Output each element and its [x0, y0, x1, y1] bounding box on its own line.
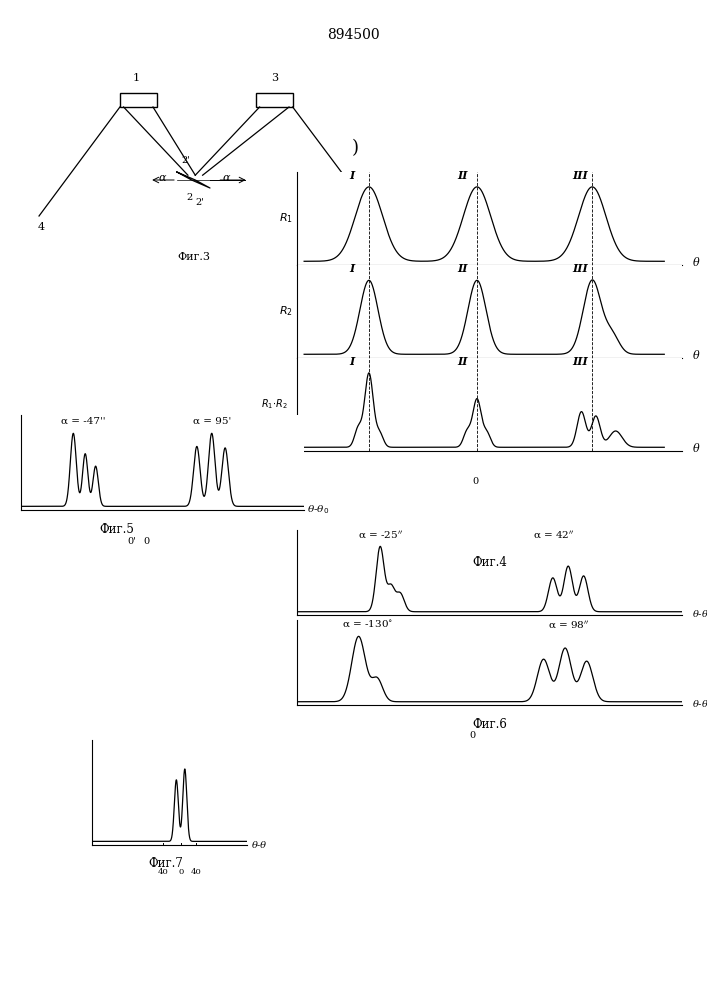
Text: 0: 0: [469, 730, 476, 740]
Text: α: α: [158, 173, 166, 183]
Text: III: III: [573, 170, 588, 181]
Text: α = -130$^{\circ}$: α = -130$^{\circ}$: [342, 618, 393, 630]
Text: I: I: [349, 170, 354, 181]
Text: α = 42$^{\prime\prime}$: α = 42$^{\prime\prime}$: [533, 528, 574, 540]
Text: III: III: [573, 263, 588, 274]
FancyBboxPatch shape: [120, 93, 157, 107]
Y-axis label: $R_2$: $R_2$: [279, 305, 293, 318]
Text: I: I: [349, 263, 354, 274]
Text: θ-θ: θ-θ: [252, 840, 267, 850]
Text: 4: 4: [37, 222, 45, 232]
Text: 0: 0: [472, 477, 478, 486]
Text: Фиг.5: Фиг.5: [99, 523, 134, 536]
FancyBboxPatch shape: [256, 93, 293, 107]
Text: 3: 3: [271, 73, 278, 83]
Text: α = -25$^{\prime\prime}$: α = -25$^{\prime\prime}$: [358, 528, 403, 540]
Text: θ-θ$_0$: θ-θ$_0$: [691, 609, 707, 621]
Text: α = -47'': α = -47'': [62, 417, 106, 426]
Text: θ: θ: [693, 351, 700, 361]
Text: 40: 40: [158, 868, 168, 876]
Text: 1: 1: [133, 73, 140, 83]
Text: α = 98$^{\prime\prime}$: α = 98$^{\prime\prime}$: [548, 618, 590, 630]
Y-axis label: $R_1{\cdot}R_2$: $R_1{\cdot}R_2$: [262, 398, 288, 411]
Text: α = 95': α = 95': [192, 417, 231, 426]
Text: ): ): [351, 139, 358, 157]
Text: 894500: 894500: [327, 28, 380, 42]
Text: Фиг.4: Фиг.4: [472, 556, 507, 569]
Text: θ-θ$_0$: θ-θ$_0$: [307, 504, 329, 516]
Text: II: II: [457, 356, 468, 367]
Text: 40: 40: [191, 868, 201, 876]
Text: 0: 0: [144, 537, 149, 546]
Text: 0: 0: [178, 868, 183, 876]
Text: Фиг.6: Фиг.6: [472, 718, 507, 731]
Text: 5: 5: [366, 226, 373, 236]
Text: I: I: [349, 356, 354, 367]
Text: Фиг.3: Фиг.3: [177, 252, 210, 262]
Y-axis label: $R_1$: $R_1$: [279, 212, 293, 225]
Text: Фиг.7: Фиг.7: [148, 857, 184, 870]
Text: 2': 2': [182, 156, 191, 165]
Text: 0'': 0'': [467, 641, 479, 650]
Text: 2: 2: [186, 193, 192, 202]
Text: θ: θ: [693, 444, 700, 454]
Text: II: II: [457, 263, 468, 274]
Text: 2': 2': [196, 198, 204, 207]
Text: α: α: [223, 173, 230, 183]
Text: III: III: [573, 356, 588, 367]
Text: θ-θ$_0$: θ-θ$_0$: [691, 699, 707, 711]
Text: θ: θ: [693, 258, 700, 268]
Text: 0': 0': [127, 537, 136, 546]
Text: II: II: [457, 170, 468, 181]
